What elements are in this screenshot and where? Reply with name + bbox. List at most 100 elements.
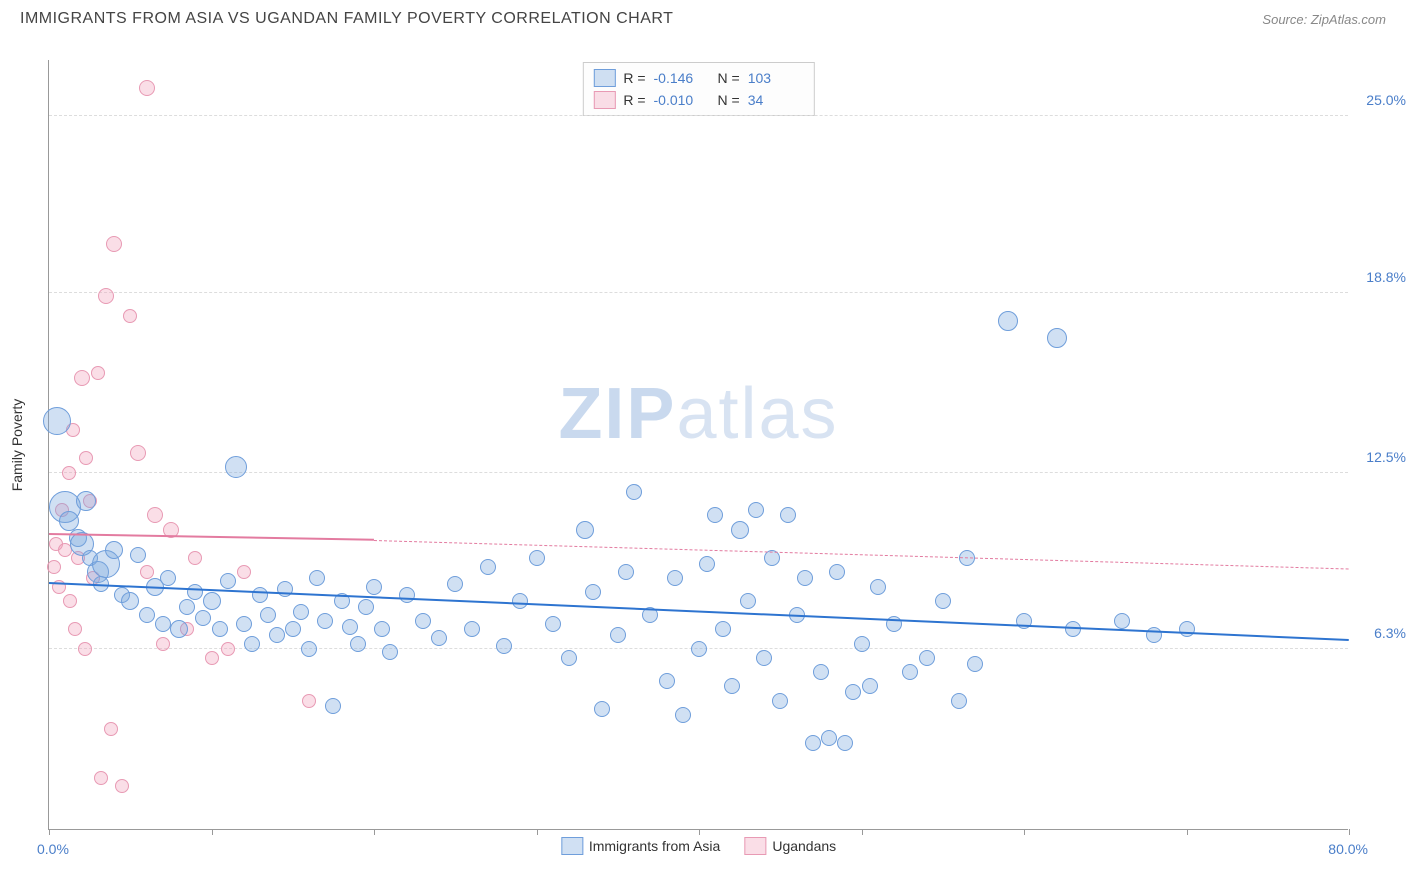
asia-point bbox=[829, 564, 845, 580]
asia-point bbox=[236, 616, 252, 632]
asia-point bbox=[170, 620, 188, 638]
x-axis-min-label: 0.0% bbox=[37, 841, 69, 857]
asia-point bbox=[1179, 621, 1195, 637]
x-tick bbox=[537, 829, 538, 835]
asia-point bbox=[731, 521, 749, 539]
asia-point bbox=[659, 673, 675, 689]
x-tick bbox=[1187, 829, 1188, 835]
asia-point bbox=[1047, 328, 1067, 348]
ugandans-trendline bbox=[49, 533, 374, 541]
asia-point bbox=[76, 491, 96, 511]
ugandans-point bbox=[68, 622, 82, 636]
source-name: ZipAtlas.com bbox=[1311, 12, 1386, 27]
asia-point bbox=[756, 650, 772, 666]
asia-point bbox=[780, 507, 796, 523]
ugandans-point bbox=[205, 651, 219, 665]
asia-point bbox=[59, 511, 79, 531]
ugandans-point bbox=[139, 80, 155, 96]
swatch-ugandans bbox=[593, 91, 615, 109]
asia-point bbox=[837, 735, 853, 751]
asia-point bbox=[155, 616, 171, 632]
asia-point bbox=[813, 664, 829, 680]
gridline bbox=[49, 115, 1348, 116]
asia-point bbox=[772, 693, 788, 709]
ugandans-point bbox=[221, 642, 235, 656]
ugandans-point bbox=[130, 445, 146, 461]
asia-point bbox=[902, 664, 918, 680]
ugandans-point bbox=[74, 370, 90, 386]
ugandans-n-value: 34 bbox=[748, 92, 804, 108]
ugandans-point bbox=[156, 637, 170, 651]
asia-point bbox=[260, 607, 276, 623]
x-tick bbox=[1349, 829, 1350, 835]
asia-point bbox=[105, 541, 123, 559]
asia-point bbox=[464, 621, 480, 637]
asia-point bbox=[301, 641, 317, 657]
swatch-asia bbox=[593, 69, 615, 87]
ugandans-point bbox=[302, 694, 316, 708]
asia-point bbox=[675, 707, 691, 723]
ugandans-point bbox=[237, 565, 251, 579]
x-axis-max-label: 80.0% bbox=[1328, 841, 1368, 857]
x-tick bbox=[1024, 829, 1025, 835]
legend-item-asia: Immigrants from Asia bbox=[561, 837, 720, 855]
ugandans-point bbox=[94, 771, 108, 785]
x-tick bbox=[862, 829, 863, 835]
asia-point bbox=[203, 592, 221, 610]
series-legend: Immigrants from Asia Ugandans bbox=[561, 837, 836, 855]
asia-point bbox=[415, 613, 431, 629]
ugandans-point bbox=[62, 466, 76, 480]
asia-point bbox=[576, 521, 594, 539]
ugandans-point bbox=[63, 594, 77, 608]
ugandans-point bbox=[47, 560, 61, 574]
watermark: ZIPatlas bbox=[558, 373, 838, 455]
ugandans-point bbox=[91, 366, 105, 380]
y-tick-label: 12.5% bbox=[1366, 449, 1406, 465]
asia-n-value: 103 bbox=[748, 70, 804, 86]
asia-point bbox=[480, 559, 496, 575]
asia-point bbox=[935, 593, 951, 609]
legend-label-asia: Immigrants from Asia bbox=[589, 838, 720, 854]
asia-r-value: -0.146 bbox=[654, 70, 710, 86]
asia-point bbox=[1065, 621, 1081, 637]
ugandans-point bbox=[106, 236, 122, 252]
ugandans-point bbox=[79, 451, 93, 465]
asia-point bbox=[805, 735, 821, 751]
legend-label-ugandans: Ugandans bbox=[772, 838, 836, 854]
scatter-chart: ZIPatlas Family Poverty R = -0.146 N = 1… bbox=[48, 60, 1348, 830]
asia-point bbox=[821, 730, 837, 746]
asia-point bbox=[610, 627, 626, 643]
gridline bbox=[49, 292, 1348, 293]
asia-point bbox=[496, 638, 512, 654]
asia-point bbox=[358, 599, 374, 615]
asia-point bbox=[594, 701, 610, 717]
asia-point bbox=[618, 564, 634, 580]
ugandans-point bbox=[188, 551, 202, 565]
asia-point bbox=[854, 636, 870, 652]
asia-point bbox=[699, 556, 715, 572]
n-label: N = bbox=[718, 70, 740, 86]
asia-point bbox=[1114, 613, 1130, 629]
correlation-legend: R = -0.146 N = 103 R = -0.010 N = 34 bbox=[582, 62, 814, 116]
asia-point bbox=[309, 570, 325, 586]
asia-point bbox=[374, 621, 390, 637]
swatch-asia bbox=[561, 837, 583, 855]
asia-point bbox=[277, 581, 293, 597]
ugandans-point bbox=[147, 507, 163, 523]
asia-point bbox=[431, 630, 447, 646]
asia-point bbox=[212, 621, 228, 637]
asia-point bbox=[382, 644, 398, 660]
asia-point bbox=[317, 613, 333, 629]
asia-point bbox=[195, 610, 211, 626]
ugandans-trendline-extrapolated bbox=[374, 540, 1349, 570]
source-attribution: Source: ZipAtlas.com bbox=[1262, 12, 1386, 27]
asia-point bbox=[252, 587, 268, 603]
asia-trendline bbox=[49, 582, 1349, 641]
asia-point bbox=[545, 616, 561, 632]
asia-point bbox=[797, 570, 813, 586]
asia-point bbox=[691, 641, 707, 657]
y-tick-label: 6.3% bbox=[1374, 625, 1406, 641]
asia-point bbox=[399, 587, 415, 603]
asia-point bbox=[667, 570, 683, 586]
asia-point bbox=[350, 636, 366, 652]
